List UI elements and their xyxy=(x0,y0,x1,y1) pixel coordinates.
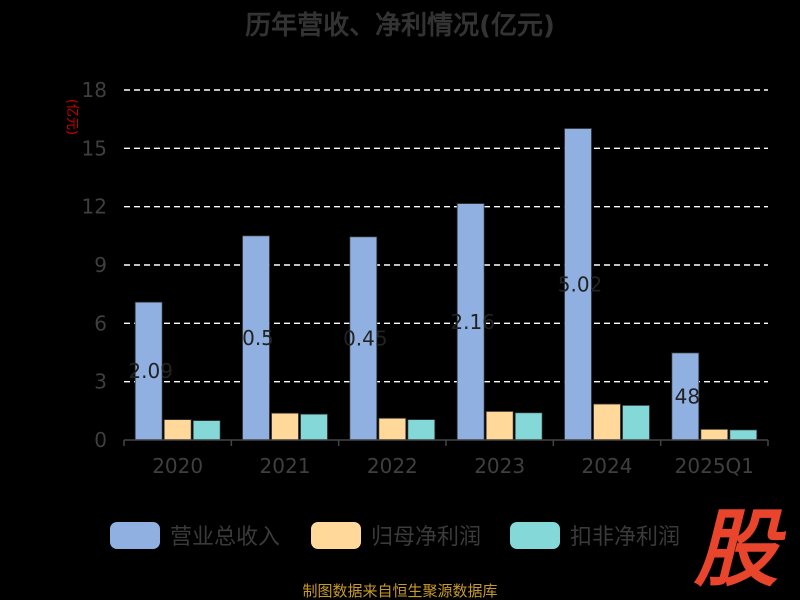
bar-0-2025Q1 xyxy=(671,352,700,441)
bar-2-2023 xyxy=(514,412,543,441)
data-labels: 2.09 0.5 0.45 2.16 5.02 48 xyxy=(128,272,700,408)
data-label-2020: 2.09 xyxy=(128,359,173,383)
chart-title: 历年营收、净利情况(亿元) xyxy=(245,10,555,41)
bar-2-2021 xyxy=(300,413,328,441)
logo-mark: 股 xyxy=(693,500,787,598)
y-tick-label-0: 0 xyxy=(94,428,107,452)
bar-1-2023 xyxy=(485,411,514,441)
x-axis-ticks: 2020 2021 2022 2023 2024 2025Q1 xyxy=(123,440,769,478)
x-tick-label-2022: 2022 xyxy=(367,454,418,478)
bar-0-2022 xyxy=(349,236,378,441)
source-note: 制图数据来自恒生聚源数据库 xyxy=(302,582,497,600)
bars xyxy=(134,128,758,441)
bar-2-2025Q1 xyxy=(729,429,758,441)
x-tick-label-2020: 2020 xyxy=(152,454,203,478)
bar-2-2020 xyxy=(192,420,221,441)
bar-1-2021 xyxy=(271,412,299,441)
data-label-2024: 5.02 xyxy=(558,272,603,296)
data-label-2021: 0.5 xyxy=(242,326,274,350)
bar-1-2025Q1 xyxy=(700,428,729,441)
bar-1-2022 xyxy=(378,417,407,441)
legend-label-2: 扣非净利润 xyxy=(570,525,680,550)
legend-swatch-1 xyxy=(311,522,361,549)
y-tick-label-12: 12 xyxy=(82,195,107,219)
legend-label-0: 营业总收入 xyxy=(170,525,280,550)
x-tick-label-2021: 2021 xyxy=(260,454,311,478)
y-tick-label-18: 18 xyxy=(82,78,107,102)
y-axis-unit: (亿元) xyxy=(64,99,79,135)
y-tick-label-3: 3 xyxy=(94,370,107,394)
x-tick-label-2025Q1: 2025Q1 xyxy=(675,454,754,478)
x-tick-label-2023: 2023 xyxy=(474,454,525,478)
y-tick-label-6: 6 xyxy=(94,311,107,335)
bar-2-2022 xyxy=(407,419,436,441)
data-label-2023: 2.16 xyxy=(450,310,495,334)
bar-1-2020 xyxy=(163,419,192,441)
bar-0-2023 xyxy=(456,203,485,441)
bar-0-2024 xyxy=(564,128,592,441)
y-tick-label-15: 15 xyxy=(82,136,107,160)
legend-swatch-2 xyxy=(510,522,560,549)
legend: 营业总收入 归母净利润 扣非净利润 xyxy=(110,522,680,550)
bar-1-2024 xyxy=(593,403,621,441)
y-tick-label-9: 9 xyxy=(94,253,107,277)
gridlines xyxy=(124,89,768,383)
y-axis-ticks: 0 3 6 9 12 15 18 xyxy=(82,78,107,452)
legend-swatch-0 xyxy=(110,522,160,549)
legend-label-1: 归母净利润 xyxy=(371,525,481,550)
bar-0-2021 xyxy=(242,235,270,441)
x-tick-label-2024: 2024 xyxy=(582,454,633,478)
bar-2-2024 xyxy=(622,404,650,441)
data-label-2022: 0.45 xyxy=(343,326,388,350)
bar-0-2020 xyxy=(134,301,163,441)
data-label-2025Q1: 48 xyxy=(675,384,700,408)
